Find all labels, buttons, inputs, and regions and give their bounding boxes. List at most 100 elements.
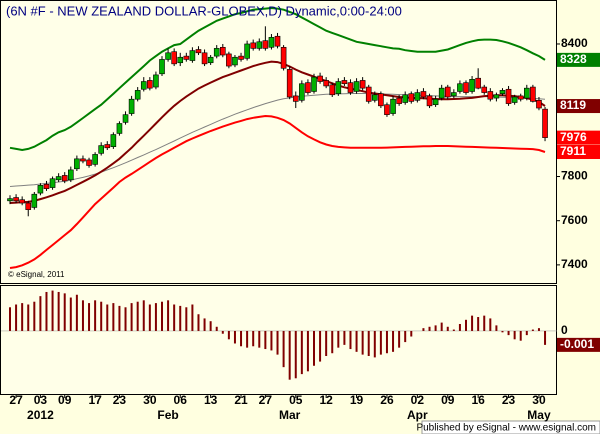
candle-body — [286, 69, 293, 98]
candle-body — [451, 92, 457, 97]
value-badge — [557, 130, 600, 145]
candle-body — [74, 158, 80, 170]
candle-body — [365, 86, 372, 102]
candle-body — [299, 83, 305, 101]
candle-body — [402, 94, 409, 103]
value-badge-label: 8119 — [560, 98, 586, 112]
candle-body — [19, 199, 25, 204]
candle-body — [390, 98, 396, 114]
month-label: Feb — [157, 408, 178, 422]
x-tick-label: 23 — [502, 393, 516, 407]
candle-body — [457, 83, 463, 92]
x-tick-label: 06 — [174, 393, 188, 407]
candle-body — [183, 55, 190, 60]
candle-body — [487, 91, 494, 100]
candle-body — [475, 77, 481, 89]
watermark: © eSignal, 2011 — [8, 270, 65, 279]
candle-body — [86, 159, 92, 166]
candle-body — [353, 81, 360, 92]
candle-body — [55, 176, 62, 181]
candle-body — [517, 95, 524, 100]
value-badge-label: 8328 — [560, 52, 587, 66]
candle-body — [201, 52, 208, 65]
x-tick-label: 02 — [411, 393, 425, 407]
candle-body — [68, 169, 74, 181]
candle-body — [134, 90, 141, 100]
candle-body — [523, 87, 530, 99]
candle-body — [329, 84, 336, 96]
candle-body — [371, 94, 378, 101]
x-tick-label: 17 — [88, 393, 102, 407]
candle-body — [116, 123, 123, 134]
x-tick-label: 12 — [319, 393, 333, 407]
candle-body — [92, 154, 98, 165]
candle-body — [49, 178, 56, 188]
y-tick-label: 7800 — [561, 169, 588, 183]
candle-body — [244, 43, 250, 59]
candle-body — [280, 46, 287, 69]
candle-body — [238, 55, 244, 60]
month-label: Apr — [407, 408, 428, 422]
price-panel — [0, 0, 557, 284]
candle-body — [414, 92, 421, 101]
chart-title: (6N #F - NEW ZEALAND DOLLAR-GLOBEX,D) Dy… — [6, 3, 402, 18]
indicator-line — [9, 6, 546, 152]
x-tick-label: 26 — [380, 393, 394, 407]
value-badge-label: 7976 — [560, 130, 587, 144]
candle-body — [396, 97, 402, 104]
candle-body — [536, 100, 542, 109]
value-badge-label: 7911 — [560, 144, 586, 158]
candle-body — [305, 82, 311, 93]
plot-content — [1, 6, 560, 398]
value-badge — [557, 99, 600, 114]
y-tick-label: 8400 — [561, 36, 588, 50]
candle-body — [335, 81, 342, 94]
candle-body — [128, 98, 135, 114]
candle-body — [61, 175, 68, 182]
y-tick-label: 7600 — [561, 213, 588, 227]
candle-body — [268, 37, 275, 48]
candle-body — [43, 183, 50, 189]
candle-body — [177, 56, 184, 64]
x-tick-label: 13 — [204, 393, 218, 407]
candle-body — [347, 82, 354, 93]
candle-body — [463, 82, 469, 93]
x-tick-label: 05 — [289, 393, 303, 407]
x-tick-label: 09 — [58, 393, 72, 407]
indicator-line — [9, 114, 546, 269]
candle-body — [213, 48, 220, 57]
candle-body — [122, 114, 129, 123]
x-tick-label: 30 — [143, 393, 157, 407]
x-tick-label: 30 — [532, 393, 546, 407]
candle-body — [469, 79, 475, 92]
candle-body — [165, 52, 171, 60]
candle-body — [159, 59, 165, 75]
candle-body — [408, 93, 415, 102]
candle-body — [323, 80, 329, 87]
candle-body — [110, 134, 117, 147]
candle-body — [98, 145, 104, 154]
value-badge — [557, 52, 600, 67]
value-badge — [557, 337, 600, 352]
candle-body — [220, 46, 226, 56]
month-label: 2012 — [27, 408, 54, 422]
candle-body — [341, 80, 348, 85]
candle-body — [80, 158, 86, 162]
candle-body — [256, 41, 263, 49]
candle-body — [493, 94, 500, 99]
candle-body — [195, 49, 202, 54]
indicator-line — [9, 60, 546, 204]
x-tick-label: 03 — [34, 393, 48, 407]
candle-body — [311, 76, 317, 92]
y-tick-label: 0 — [561, 323, 568, 337]
candle-body — [140, 81, 147, 90]
candle-body — [13, 197, 19, 202]
x-tick-label: 23 — [113, 393, 127, 407]
candle-body — [438, 87, 445, 99]
footer: Published by eSignal - www.esignal.com — [416, 423, 596, 434]
x-tick-label: 27 — [259, 393, 273, 407]
candle-body — [511, 96, 518, 103]
month-label: May — [527, 408, 551, 422]
candle-body — [171, 51, 177, 65]
